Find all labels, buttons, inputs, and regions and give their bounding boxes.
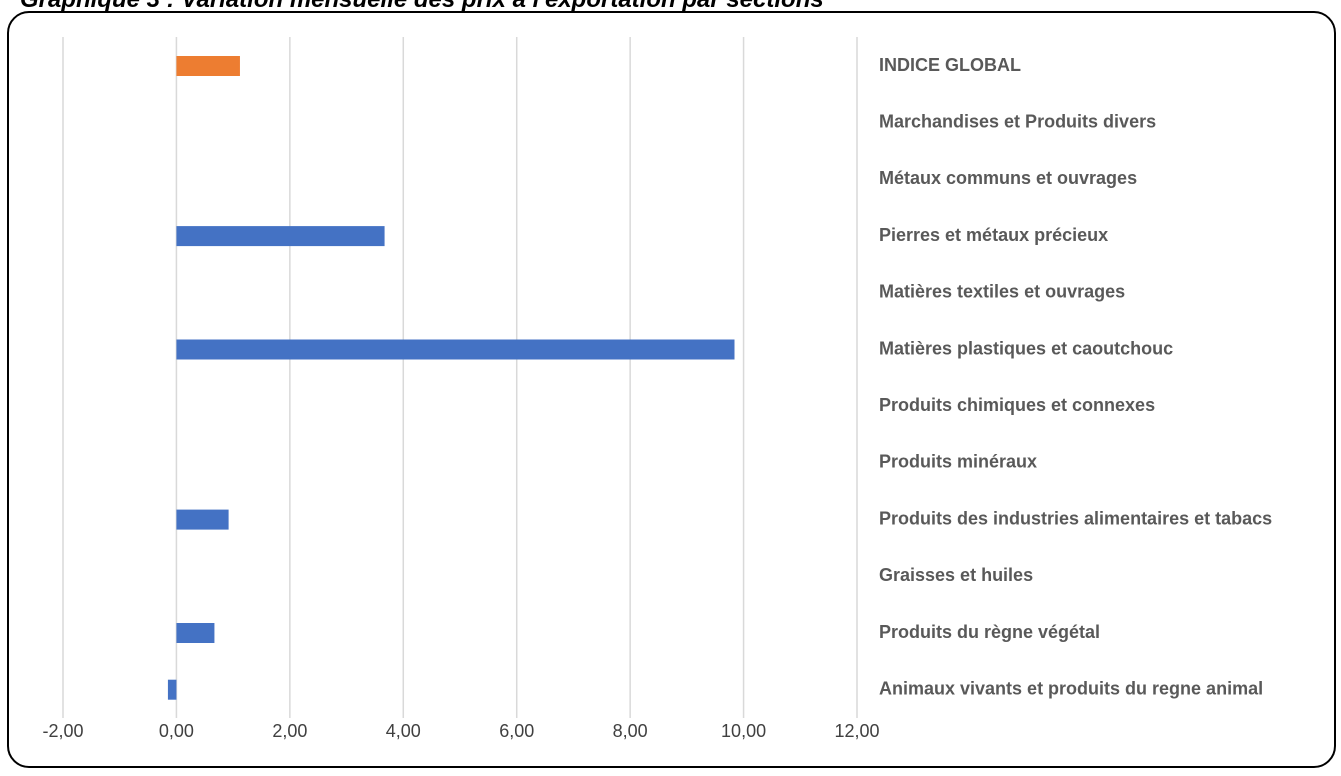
bar (176, 509, 229, 530)
category-label: Produits minéraux (879, 452, 1037, 472)
category-label: Produits du règne végétal (879, 622, 1100, 642)
category-label: Produits chimiques et connexes (879, 395, 1155, 415)
bar (176, 56, 240, 76)
category-label: Pierres et métaux précieux (879, 225, 1108, 245)
bars (167, 56, 735, 700)
category-label: Produits des industries alimentaires et … (879, 508, 1272, 528)
gridlines (62, 37, 858, 718)
chart-title: Graphique 3 : Variation mensuelle des pr… (20, 0, 824, 14)
category-label: Graisses et huiles (879, 565, 1033, 585)
x-tick-label: 4,00 (386, 721, 421, 741)
category-label: Animaux vivants et produits du regne ani… (879, 678, 1263, 698)
category-label: Marchandises et Produits divers (879, 111, 1156, 131)
x-tick-label: 0,00 (159, 721, 194, 741)
x-tick-label: 6,00 (499, 721, 534, 741)
chart-frame (7, 11, 1336, 768)
category-label: Matières plastiques et caoutchouc (879, 338, 1173, 358)
x-tick-label: 12,00 (834, 721, 879, 741)
category-label: INDICE GLOBAL (879, 55, 1021, 75)
category-label: Matières textiles et ouvrages (879, 282, 1125, 302)
x-tick-label: 8,00 (613, 721, 648, 741)
bar (167, 679, 177, 700)
bar (176, 623, 215, 643)
category-label: Métaux communs et ouvrages (879, 168, 1137, 188)
category-labels: INDICE GLOBAL Marchandises et Produits di… (879, 55, 1272, 699)
x-tick-label: -2,00 (42, 721, 83, 741)
bar (176, 226, 385, 247)
x-tick-label: 2,00 (272, 721, 307, 741)
x-axis-tick-labels: -2,00 0,00 2,00 4,00 6,00 8,00 10,00 12,00 (42, 721, 879, 741)
x-tick-label: 10,00 (721, 721, 766, 741)
bar (176, 339, 735, 360)
